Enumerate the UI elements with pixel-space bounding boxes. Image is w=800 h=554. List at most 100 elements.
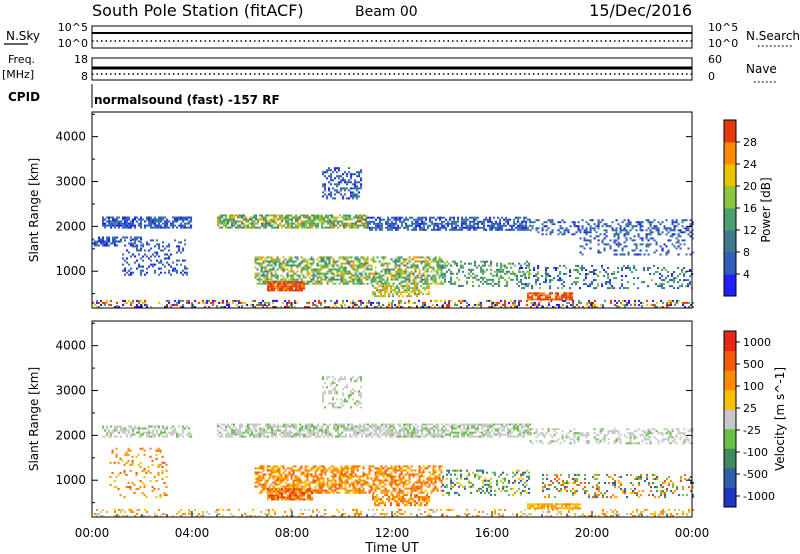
velocity-cell [140, 433, 143, 436]
power-cell [638, 304, 641, 306]
power-cell [487, 220, 490, 223]
velocity-cell [114, 425, 117, 428]
power-cell [106, 216, 109, 219]
velocity-cell [285, 435, 288, 438]
velocity-cell [231, 431, 234, 434]
power-cell [353, 224, 356, 227]
power-cell [116, 244, 119, 247]
power-cell [258, 276, 261, 279]
power-cell [303, 283, 306, 286]
power-cell [309, 224, 312, 227]
power-cell [505, 216, 508, 219]
velocity-cell [447, 429, 450, 432]
power-cell [124, 269, 127, 272]
power-cell [485, 216, 488, 219]
power-cell [110, 224, 113, 227]
velocity-cell [337, 435, 340, 438]
power-cell [363, 214, 366, 217]
velocity-cell [341, 425, 344, 428]
power-cell [567, 292, 570, 295]
power-cell [502, 264, 505, 267]
power-cell [287, 283, 290, 286]
velocity-cell [507, 435, 510, 438]
power-cell [316, 258, 319, 261]
velocity-cell [569, 442, 572, 445]
power-cell [473, 222, 476, 225]
velocity-cell [94, 513, 97, 515]
velocity-cell [289, 433, 292, 436]
power-cell [440, 258, 443, 261]
velocity-cell [377, 425, 380, 428]
power-cell [529, 269, 532, 271]
power-cell [505, 220, 508, 223]
power-cell [160, 261, 163, 264]
power-cell [204, 306, 207, 308]
power-cell [128, 242, 131, 245]
velocity-cell [275, 431, 278, 434]
power-cell [506, 306, 509, 308]
power-cell [510, 299, 513, 302]
power-cell [436, 272, 439, 275]
power-cell [130, 271, 133, 274]
velocity-cell [658, 513, 661, 515]
velocity-cell [315, 427, 318, 430]
power-cell [665, 227, 668, 230]
power-cell [529, 292, 532, 295]
power-cell [239, 220, 242, 223]
power-cell [348, 272, 351, 275]
power-cell [158, 216, 161, 219]
power-cell [366, 256, 369, 259]
velocity-cell [359, 427, 362, 430]
power-cell [398, 287, 401, 290]
power-cell [411, 224, 414, 227]
power-cell [344, 258, 347, 261]
power-cell [265, 218, 268, 221]
power-cell [485, 228, 488, 231]
power-cell [467, 226, 470, 229]
power-cell [370, 304, 373, 306]
power-cell [473, 218, 476, 221]
power-cell [283, 216, 286, 219]
power-cell [647, 285, 650, 288]
power-cell [286, 264, 289, 267]
power-cell [422, 287, 425, 290]
power-cell [164, 247, 167, 250]
power-cell [406, 276, 409, 279]
power-cell [494, 274, 497, 277]
power-cell [270, 260, 273, 263]
velocity-cell [439, 429, 442, 432]
power-cell [322, 266, 325, 269]
power-cell [174, 304, 177, 306]
power-cell [334, 193, 337, 196]
velocity-cell [116, 427, 119, 430]
power-cell [260, 282, 263, 285]
power-cell [326, 171, 329, 174]
velocity-cell [415, 431, 418, 434]
power-cell [528, 276, 531, 279]
velocity-cell [553, 440, 556, 443]
power-cell [378, 272, 381, 275]
power-cell [465, 222, 468, 225]
power-cell [307, 222, 310, 225]
power-cell [375, 218, 378, 221]
power-cell [635, 269, 638, 271]
velocity-cell [375, 429, 378, 432]
power-cell [339, 214, 342, 217]
power-cell [152, 253, 155, 256]
power-cell [635, 245, 638, 248]
power-cell [310, 270, 313, 273]
velocity-cell [108, 435, 111, 438]
velocity-cell [106, 427, 109, 430]
power-cell [661, 247, 664, 250]
power-cell [551, 229, 554, 232]
velocity-cell [120, 425, 123, 428]
power-cell [324, 171, 327, 174]
velocity-cell [283, 435, 286, 438]
velocity-cell [186, 433, 189, 436]
power-cell [502, 268, 505, 271]
power-cell [634, 301, 637, 304]
power-cell [526, 304, 529, 306]
power-cell [260, 266, 263, 269]
power-cell [559, 271, 562, 273]
power-cell [515, 222, 518, 225]
